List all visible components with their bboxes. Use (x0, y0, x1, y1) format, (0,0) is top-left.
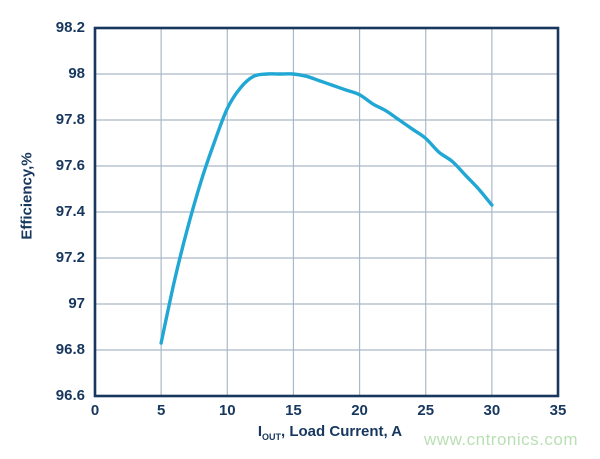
y-tick-label: 97 (68, 295, 85, 312)
x-tick-label: 20 (351, 402, 368, 419)
y-tick-label: 98.2 (55, 19, 85, 36)
x-axis-title-symbol: I (257, 423, 263, 440)
efficiency-curve (159, 72, 494, 345)
y-tick-label: 97.8 (55, 111, 85, 128)
y-tick-label: 97.2 (55, 249, 85, 266)
x-tick-label: 0 (90, 402, 100, 419)
x-tick-label: 35 (549, 402, 567, 419)
plot-border (93, 26, 560, 398)
x-axis-title-subscript: OUT (262, 432, 282, 442)
x-tick-label: 25 (417, 402, 435, 419)
y-tick-label: 98 (68, 65, 85, 82)
y-tick-label: 97.4 (55, 203, 85, 220)
x-tick-label: 15 (285, 402, 302, 419)
y-tick-label: 97.6 (55, 157, 85, 174)
watermark-text: www.cntronics.com (424, 430, 578, 449)
y-tick-label: 96.8 (55, 341, 85, 358)
x-tick-label: 10 (218, 402, 236, 419)
x-tick-label: 5 (156, 402, 166, 419)
x-axis-title: IOUT, Load Current, A (258, 423, 402, 442)
x-tick-label: 30 (483, 402, 501, 419)
y-axis-title: Efficiency,% (18, 152, 36, 240)
x-axis-title-text: , Load Current, A (281, 423, 403, 440)
y-tick-label: 96.6 (55, 387, 85, 404)
